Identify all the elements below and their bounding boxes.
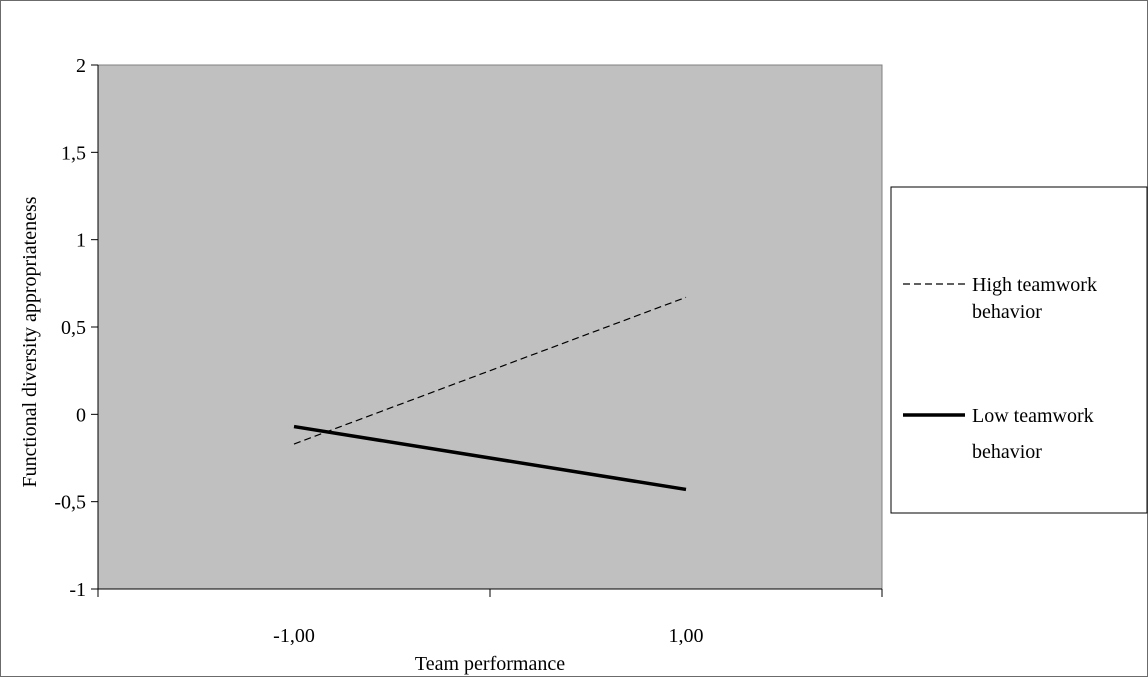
x-tick-label: 1,00	[669, 625, 704, 647]
legend-label-high-teamwork-line1: High teamwork	[972, 274, 1097, 296]
y-axis: 2 1,5 1 0,5 0 -0,5 -1	[54, 55, 99, 601]
series-line-low-teamwork	[293, 424, 687, 492]
legend-label-low-teamwork-line2: behavior	[972, 441, 1042, 463]
y-tick-label: 0,5	[61, 317, 86, 339]
y-tick-label: 1	[76, 230, 86, 252]
y-tick-label: 1,5	[61, 142, 86, 164]
y-tick-label: 0	[76, 404, 86, 426]
plot-area	[97, 64, 883, 590]
x-tick-label: -1,00	[273, 625, 315, 647]
legend-label-low-teamwork-line1: Low teamwork	[972, 405, 1094, 427]
legend-label-high-teamwork-line2: behavior	[972, 301, 1042, 323]
series-line-high-teamwork	[293, 296, 687, 445]
y-tick-label: -0,5	[54, 492, 86, 514]
x-axis-title: Team performance	[415, 653, 565, 675]
y-tick-label: 2	[76, 55, 86, 77]
legend: High teamwork behavior Low teamwork beha…	[890, 186, 1148, 514]
legend-box	[890, 186, 1148, 514]
y-axis-title: Functional diversity appropriateness	[19, 196, 41, 487]
y-tick-label: -1	[69, 579, 86, 601]
x-axis: -1,00 1,00	[97, 588, 883, 647]
series-layer	[293, 296, 687, 492]
